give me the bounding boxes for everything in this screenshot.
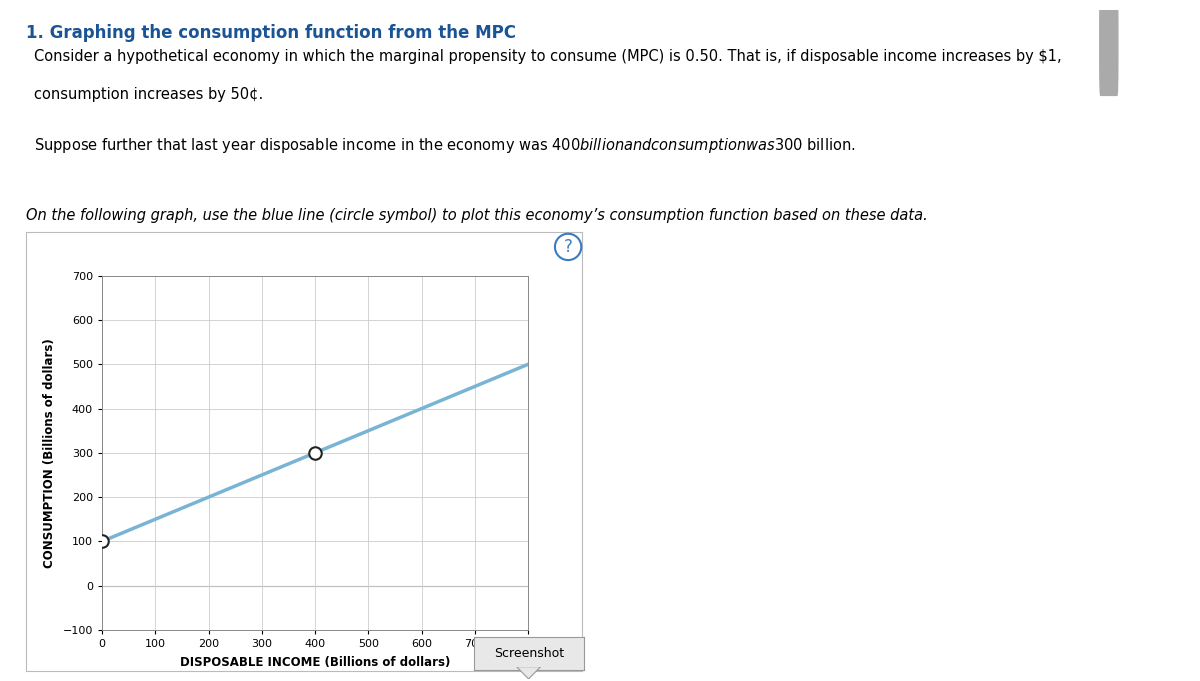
FancyBboxPatch shape [1099, 0, 1118, 96]
X-axis label: DISPOSABLE INCOME (Billions of dollars): DISPOSABLE INCOME (Billions of dollars) [180, 656, 450, 669]
Y-axis label: CONSUMPTION (Billions of dollars): CONSUMPTION (Billions of dollars) [43, 338, 55, 568]
Text: Consider a hypothetical economy in which the marginal propensity to consume (MPC: Consider a hypothetical economy in which… [34, 48, 1062, 63]
Text: Screenshot: Screenshot [494, 647, 564, 661]
Text: Suppose further that last year disposable income in the economy was $400 billion: Suppose further that last year disposabl… [34, 136, 856, 155]
Polygon shape [517, 667, 541, 679]
Text: 1. Graphing the consumption function from the MPC: 1. Graphing the consumption function fro… [26, 24, 516, 42]
Text: consumption increases by 50¢.: consumption increases by 50¢. [34, 87, 263, 102]
Text: ?: ? [564, 238, 572, 256]
Text: On the following graph, use the blue line (circle symbol) to plot this economy’s: On the following graph, use the blue lin… [26, 208, 928, 223]
